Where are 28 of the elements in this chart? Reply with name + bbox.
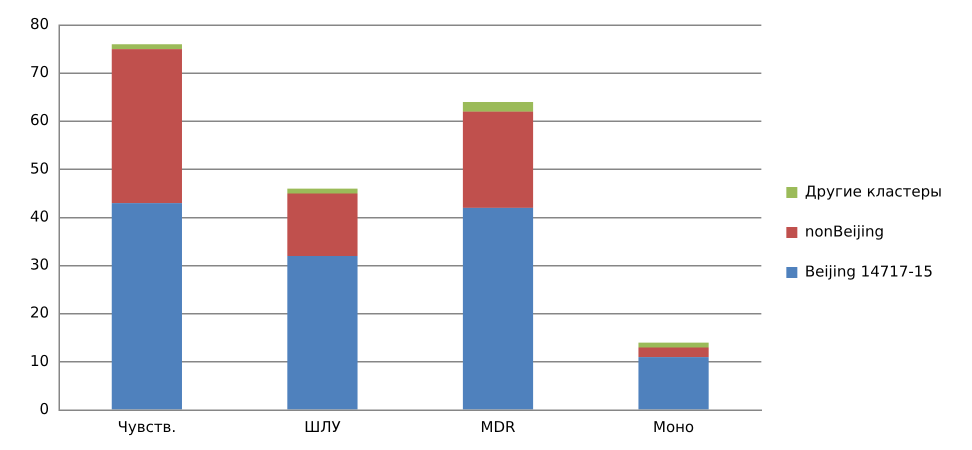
x-tick-label: MDR (480, 418, 516, 436)
bar (638, 342, 709, 348)
bar (287, 256, 358, 410)
x-tick-label: Чувств. (118, 418, 176, 436)
y-tick-label: 60 (30, 111, 50, 130)
bar (638, 347, 709, 358)
bar (462, 208, 534, 410)
y-tick-label: 30 (30, 256, 50, 274)
legend-label: Другие кластеры (804, 182, 942, 200)
bar (287, 188, 358, 194)
bar (112, 49, 182, 204)
y-tick-label: 40 (30, 207, 50, 226)
legend-label: Beijing 14717-15 (804, 262, 933, 280)
bar (462, 102, 534, 112)
legend-label: nonBeijing (804, 222, 884, 240)
bar (462, 112, 534, 208)
bar (638, 357, 709, 410)
y-tick-label: 50 (30, 159, 50, 178)
bar (287, 193, 358, 256)
y-tick-label: 0 (40, 400, 50, 418)
bar (112, 203, 182, 410)
y-tick-label: 80 (30, 14, 50, 33)
y-tick-label: 20 (30, 304, 50, 322)
y-tick-label: 10 (30, 352, 50, 370)
x-tick-label: ШЛУ (304, 418, 341, 436)
y-tick-label: 70 (30, 63, 50, 82)
x-tick-label: Моно (653, 418, 694, 436)
bar (112, 44, 182, 50)
